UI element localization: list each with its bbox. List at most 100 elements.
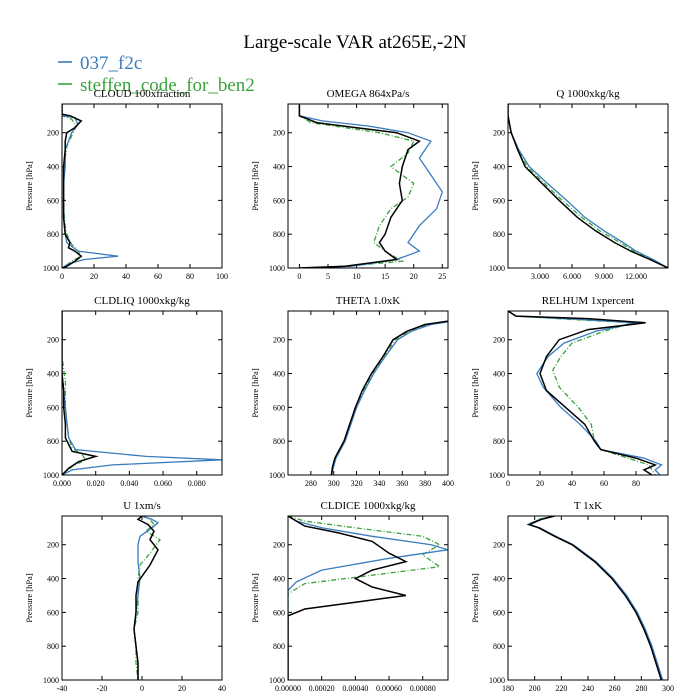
x-tick-label: 40 [218,684,226,693]
x-tick-label: 0.00000 [275,684,301,693]
x-tick-label: 0 [297,272,301,281]
x-tick-label: 0.040 [120,479,138,488]
panel-3: CLDLIQ 1000xkg/kg Pressure [hPa] 200 400 600… [24,295,223,488]
figure-title: Large-scale VAR at265E,-2N [243,32,466,53]
y-tick-label: 200 [47,129,59,138]
series-line-obs [330,320,448,475]
x-tick-label: 0 [60,272,64,281]
x-tick-label: 340 [373,479,385,488]
x-tick-label: 0.00080 [410,684,436,693]
x-tick-label: 0.020 [87,479,105,488]
y-tick-label: 800 [47,230,59,239]
x-tick-label: 20 [90,272,98,281]
y-tick-label: 800 [47,642,59,651]
y-tick-label: 200 [47,541,59,550]
x-tick-label: 0.00060 [376,684,402,693]
y-axis-label: Pressure [hPa] [250,573,260,623]
plot-frame [287,515,449,681]
panel-title: CLOUD 100xfraction [94,88,191,100]
y-axis-label: Pressure [hPa] [250,161,260,211]
y-tick-label: 800 [273,230,285,239]
x-tick-label: 0.00020 [309,684,335,693]
plot-frame [287,103,449,269]
y-tick-label: 1000 [269,264,285,273]
y-tick-label: 200 [47,336,59,345]
plot-frame [287,310,449,476]
series-line-s1 [508,104,668,268]
series-line-obs [508,104,668,268]
y-tick-label: 400 [273,163,285,172]
series-line-s1 [330,321,448,475]
y-axis-label: Pressure [hPa] [470,161,480,211]
y-tick-label: 600 [47,196,59,205]
x-tick-label: 260 [609,684,621,693]
y-tick-label: 1000 [269,676,285,685]
series-line-obs [133,516,159,680]
x-tick-label: 0 [140,684,144,693]
series-line-obs [62,311,99,475]
x-tick-label: -20 [97,684,108,693]
y-tick-label: 400 [493,370,505,379]
x-tick-label: 60 [600,479,608,488]
panel-title: CLDICE 1000xkg/kg [320,500,416,512]
y-axis-label: Pressure [hPa] [250,368,260,418]
legend: 037_f2c steffen_code_for_ben2 [58,53,255,96]
series-line-obs [62,104,83,268]
x-tick-label: 280 [635,684,647,693]
series-line-s1 [508,311,663,475]
x-tick-label: 3.000 [531,272,549,281]
x-tick-label: 15 [381,272,389,281]
y-tick-label: 1000 [489,676,505,685]
x-tick-label: 40 [568,479,576,488]
panel-title: OMEGA 864xPa/s [327,88,410,100]
plot-frame [61,515,223,681]
x-tick-label: 0.080 [188,479,206,488]
x-tick-label: 20 [410,272,418,281]
y-tick-label: 400 [273,370,285,379]
plot-frame [507,310,669,476]
x-tick-label: 60 [154,272,162,281]
x-tick-label: 280 [305,479,317,488]
x-tick-label: 0.000 [53,479,71,488]
y-tick-label: 400 [273,575,285,584]
y-axis-label: Pressure [hPa] [470,573,480,623]
y-tick-label: 800 [493,642,505,651]
panel-title: T 1xK [574,500,602,512]
y-tick-label: 200 [493,541,505,550]
series-line-s1 [288,516,448,680]
legend-label-steffen: steffen_code_for_ben2 [80,75,255,96]
y-tick-label: 800 [273,437,285,446]
y-axis-label: Pressure [hPa] [24,573,34,623]
y-tick-label: 200 [273,336,285,345]
y-tick-label: 600 [493,196,505,205]
plot-frame [61,310,223,476]
y-tick-label: 800 [493,437,505,446]
series-line-s2 [288,516,442,680]
y-tick-label: 1000 [43,676,59,685]
x-tick-label: 10 [353,272,361,281]
y-tick-label: 200 [493,129,505,138]
series-line-s1 [526,516,664,680]
x-tick-label: 400 [442,479,454,488]
series-line-s2 [62,104,83,268]
x-tick-label: 180 [502,684,514,693]
x-tick-label: 240 [582,684,594,693]
y-tick-label: 1000 [269,471,285,480]
x-tick-label: 25 [438,272,446,281]
panel-2: Q 1000xkg/kg Pressure [hPa] 200 400 600 800 10… [470,88,669,281]
panel-title: Q 1000xkg/kg [556,88,620,100]
y-tick-label: 600 [493,608,505,617]
y-tick-label: 1000 [489,264,505,273]
series-line-obs [298,104,421,268]
y-tick-label: 200 [273,541,285,550]
y-tick-label: 200 [493,336,505,345]
y-tick-label: 1000 [43,264,59,273]
panel-title: RELHUM 1xpercent [542,295,635,307]
panel-4: THETA 1.0xK Pressure [hPa] 200 400 600 800 100… [250,295,454,488]
